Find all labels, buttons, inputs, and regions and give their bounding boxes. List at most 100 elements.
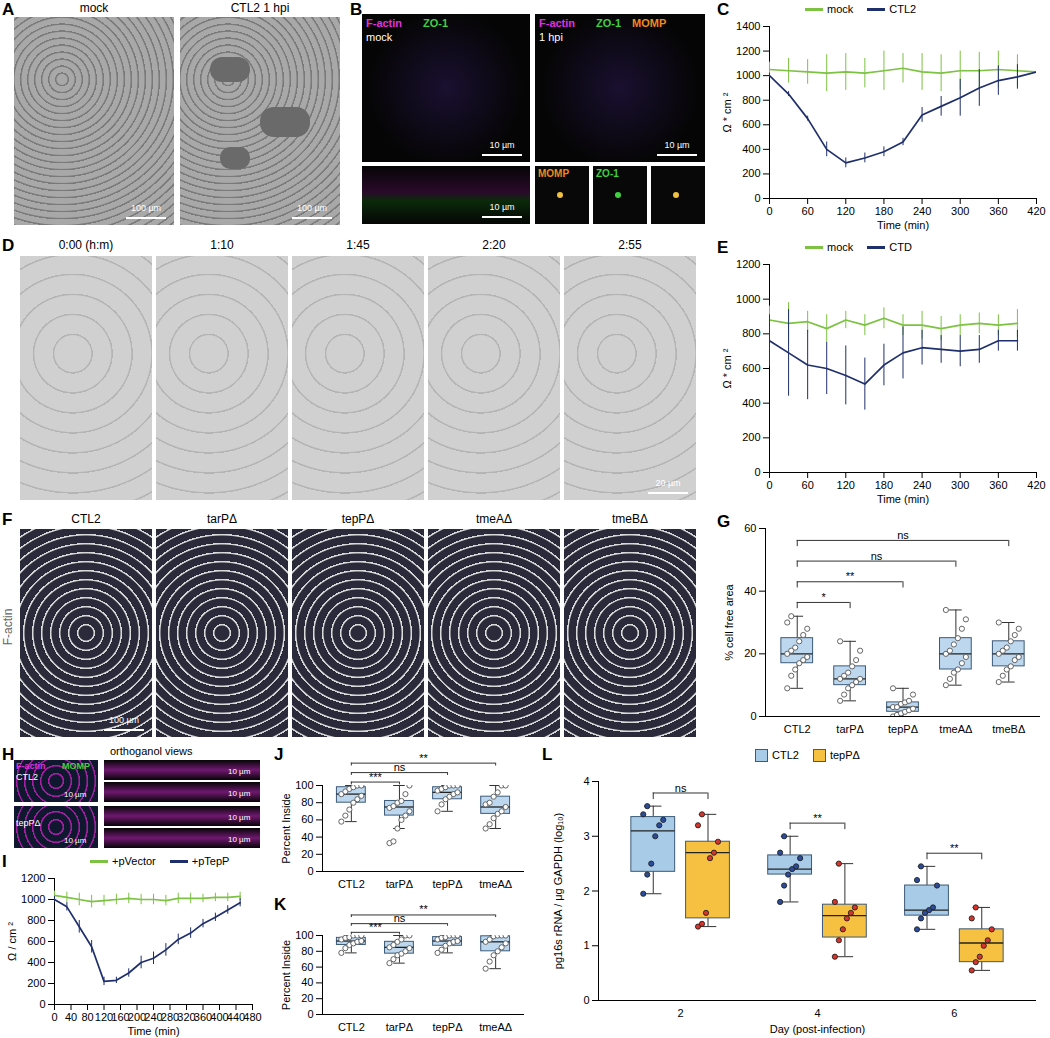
- svg-text:Ω * cm ²: Ω * cm ²: [721, 348, 733, 388]
- svg-text:**: **: [813, 812, 822, 824]
- svg-text:Percent Inside: Percent Inside: [280, 793, 292, 863]
- svg-text:ns: ns: [871, 550, 883, 562]
- svg-text:200: 200: [742, 167, 760, 179]
- svg-text:Ω * cm ²: Ω * cm ²: [721, 92, 733, 132]
- svg-text:360: 360: [989, 479, 1007, 491]
- svg-text:0: 0: [583, 994, 589, 1006]
- svg-text:180: 180: [875, 479, 893, 491]
- svg-text:Time (min): Time (min): [877, 219, 929, 231]
- svg-text:ns: ns: [897, 529, 909, 541]
- svg-text:300: 300: [951, 205, 969, 217]
- svg-text:400: 400: [742, 397, 760, 409]
- svg-text:60: 60: [301, 961, 313, 973]
- svg-text:40: 40: [744, 585, 756, 597]
- svg-text:420: 420: [1027, 479, 1045, 491]
- svg-text:100: 100: [295, 929, 313, 941]
- svg-text:tmeBΔ: tmeBΔ: [992, 723, 1026, 735]
- svg-text:CTL2: CTL2: [338, 878, 365, 890]
- svg-text:pg16s rRNA / μg GAPDH (log₁₀): pg16s rRNA / μg GAPDH (log₁₀): [552, 813, 564, 969]
- svg-text:**: **: [419, 903, 428, 915]
- svg-text:3: 3: [583, 830, 589, 842]
- svg-text:20: 20: [744, 647, 756, 659]
- svg-text:**: **: [846, 570, 855, 582]
- svg-text:4: 4: [814, 1007, 820, 1019]
- svg-text:60: 60: [744, 522, 756, 534]
- svg-text:1000: 1000: [736, 69, 760, 81]
- svg-text:200: 200: [742, 431, 760, 443]
- svg-text:1000: 1000: [21, 893, 45, 905]
- svg-text:1400: 1400: [736, 20, 760, 32]
- svg-text:100: 100: [295, 779, 313, 791]
- svg-text:6: 6: [951, 1007, 957, 1019]
- svg-text:40: 40: [301, 831, 313, 843]
- svg-text:tarPΔ: tarPΔ: [386, 1021, 414, 1033]
- svg-text:1200: 1200: [21, 872, 45, 884]
- svg-text:0: 0: [307, 865, 313, 877]
- svg-text:CTL2: CTL2: [338, 1021, 365, 1033]
- svg-text:20: 20: [301, 992, 313, 1004]
- svg-text:Day (post-infection): Day (post-infection): [770, 1023, 865, 1035]
- svg-text:Ω / cm ²: Ω / cm ²: [6, 922, 18, 961]
- svg-text:Time (min): Time (min): [127, 1025, 179, 1037]
- svg-text:600: 600: [742, 118, 760, 130]
- svg-text:0: 0: [754, 192, 760, 204]
- svg-text:120: 120: [837, 479, 855, 491]
- svg-text:tepPΔ: tepPΔ: [888, 723, 919, 735]
- svg-text:360: 360: [989, 205, 1007, 217]
- svg-text:80: 80: [301, 796, 313, 808]
- svg-text:ns: ns: [394, 912, 406, 924]
- svg-text:240: 240: [913, 205, 931, 217]
- svg-text:60: 60: [802, 205, 814, 217]
- svg-text:Time (min): Time (min): [877, 493, 929, 505]
- svg-text:tmeAΔ: tmeAΔ: [939, 723, 973, 735]
- svg-text:400: 400: [27, 956, 45, 968]
- svg-text:0: 0: [39, 998, 45, 1010]
- svg-text:200: 200: [27, 977, 45, 989]
- svg-text:1000: 1000: [736, 293, 760, 305]
- svg-text:120: 120: [837, 205, 855, 217]
- svg-text:Percent Inside: Percent Inside: [280, 940, 292, 1010]
- svg-text:20: 20: [301, 848, 313, 860]
- svg-text:600: 600: [742, 362, 760, 374]
- svg-text:800: 800: [27, 914, 45, 926]
- svg-text:80: 80: [301, 945, 313, 957]
- svg-text:**: **: [950, 842, 959, 854]
- svg-text:2: 2: [583, 885, 589, 897]
- svg-text:0: 0: [766, 205, 772, 217]
- svg-text:400: 400: [742, 143, 760, 155]
- svg-text:420: 420: [1027, 205, 1045, 217]
- svg-text:1200: 1200: [736, 258, 760, 270]
- svg-text:tepPΔ: tepPΔ: [433, 1021, 464, 1033]
- svg-text:480: 480: [243, 1011, 261, 1023]
- svg-text:0: 0: [766, 479, 772, 491]
- svg-text:60: 60: [802, 479, 814, 491]
- svg-text:40: 40: [301, 976, 313, 988]
- svg-text:tmeAΔ: tmeAΔ: [479, 878, 513, 890]
- svg-text:800: 800: [742, 327, 760, 339]
- svg-text:tmeAΔ: tmeAΔ: [479, 1021, 513, 1033]
- svg-text:0: 0: [754, 466, 760, 478]
- svg-text:tarPΔ: tarPΔ: [386, 878, 414, 890]
- svg-text:**: **: [419, 752, 428, 764]
- svg-text:0: 0: [750, 710, 756, 722]
- svg-text:*: *: [822, 591, 827, 603]
- svg-text:2: 2: [678, 1007, 684, 1019]
- svg-text:***: ***: [369, 921, 383, 933]
- svg-text:60: 60: [301, 813, 313, 825]
- svg-text:80: 80: [81, 1011, 93, 1023]
- svg-text:0: 0: [307, 1008, 313, 1020]
- svg-text:tarPΔ: tarPΔ: [836, 723, 864, 735]
- svg-text:600: 600: [27, 935, 45, 947]
- svg-text:800: 800: [742, 94, 760, 106]
- svg-text:ns: ns: [675, 782, 687, 794]
- svg-text:300: 300: [951, 479, 969, 491]
- svg-text:tepPΔ: tepPΔ: [433, 878, 464, 890]
- svg-text:1: 1: [583, 939, 589, 951]
- svg-text:4: 4: [583, 775, 589, 787]
- svg-text:1200: 1200: [736, 45, 760, 57]
- svg-text:180: 180: [875, 205, 893, 217]
- svg-text:ns: ns: [394, 761, 406, 773]
- svg-text:% cell free area: % cell free area: [723, 583, 735, 660]
- svg-text:***: ***: [369, 771, 383, 783]
- svg-text:0: 0: [51, 1011, 57, 1023]
